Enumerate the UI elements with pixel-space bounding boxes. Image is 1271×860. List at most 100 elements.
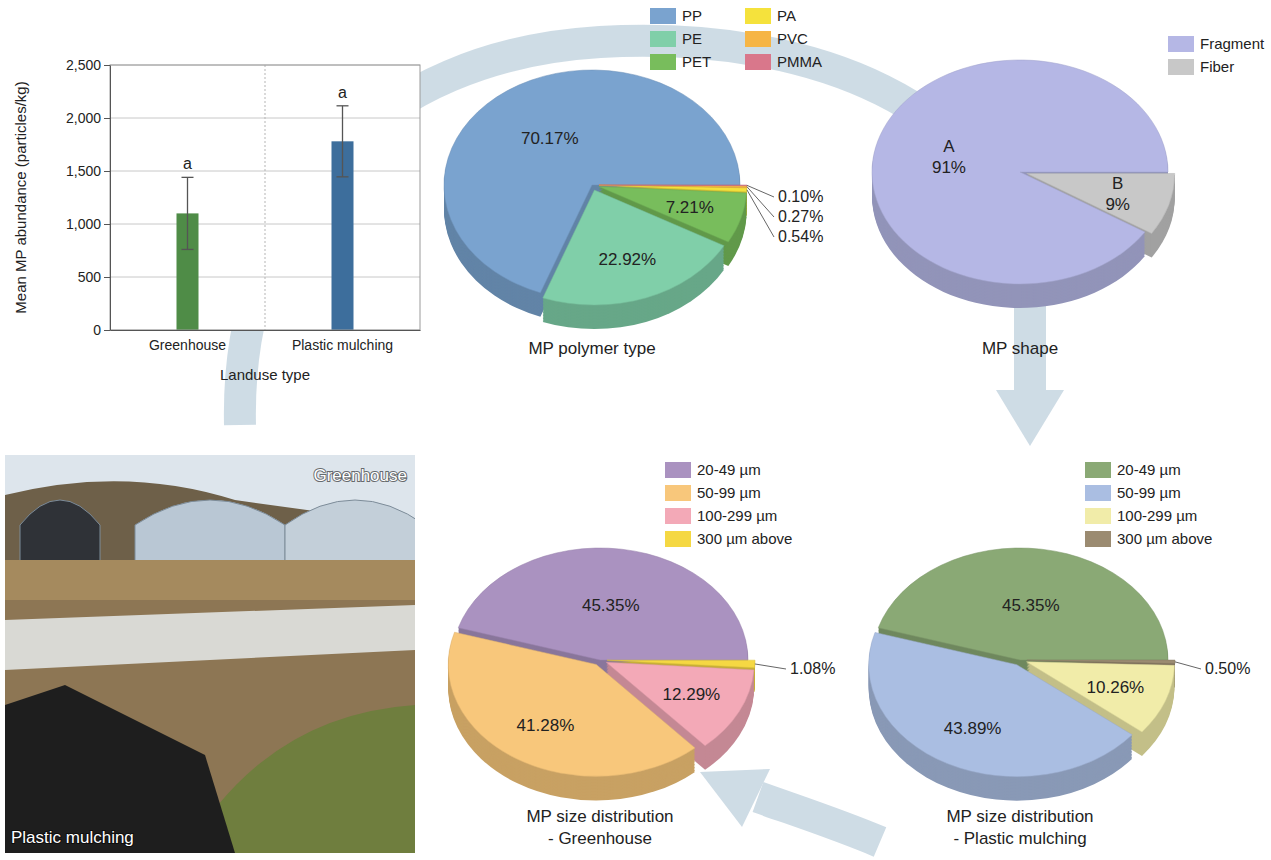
pie-title: MP polymer type (528, 339, 655, 358)
leader-line (755, 664, 786, 669)
data-label: 0.10% (778, 188, 823, 205)
y-tick-label: 2,000 (66, 110, 101, 126)
legend-label: 50-99 µm (697, 484, 761, 501)
y-tick-label: 0 (93, 322, 101, 338)
legend-label: PMMA (777, 53, 822, 70)
legend-swatch (745, 54, 771, 70)
grid (110, 65, 420, 330)
error-bar (342, 106, 343, 177)
slice (599, 185, 747, 188)
data-label: 1.08% (790, 660, 835, 677)
slice (606, 662, 754, 745)
legend-label: PP (682, 7, 702, 24)
figure: GreenhousePlastic mulching05001,0001,500… (0, 0, 1271, 860)
flow-arrow-body (758, 797, 880, 842)
slice (543, 190, 724, 305)
error-bar (187, 177, 188, 249)
legend-swatch (650, 54, 676, 70)
pie-title: MP shape (982, 339, 1058, 358)
pie-chart: A91%B9%FragmentFiberMP shape (872, 35, 1265, 358)
data-label: 0.50% (1205, 660, 1250, 677)
photo-field (5, 565, 415, 853)
y-tick-mark (104, 65, 110, 66)
flow-arrow-head (700, 769, 770, 827)
data-label: 22.92% (599, 250, 657, 269)
error-cap (337, 105, 349, 106)
y-tick-label: 1,000 (66, 216, 101, 232)
leader-line (747, 185, 774, 197)
pie-title: MP size distribution - Plastic mulching (946, 807, 1093, 848)
bars (177, 106, 354, 330)
legend-swatch (1085, 508, 1111, 524)
pie-title-line: MP shape (982, 339, 1058, 358)
legend-swatch (1085, 531, 1111, 547)
data-label: 9% (1105, 195, 1130, 214)
legend-swatch (1085, 462, 1111, 478)
legend-label: PVC (777, 30, 808, 47)
data-label: 0.54% (778, 228, 823, 245)
y-tick-mark (104, 171, 110, 172)
legend-label: 20-49 µm (697, 461, 761, 478)
photo-black-mulch (5, 685, 235, 853)
legend-label: PA (777, 7, 796, 24)
slice (599, 185, 747, 187)
significance-letter: a (183, 155, 192, 172)
legend-label: Fiber (1200, 58, 1234, 75)
y-tick: 2,500 (66, 57, 110, 73)
legend-swatch (745, 8, 771, 24)
y-tick-mark (104, 224, 110, 225)
pie-top (869, 548, 1175, 777)
y-tick: 1,500 (66, 163, 110, 179)
legend-swatch (745, 31, 771, 47)
pie-title-line: MP size distribution (946, 807, 1093, 826)
y-tick-label: 2,500 (66, 57, 101, 73)
legend-swatch (665, 531, 691, 547)
legend-label: 50-99 µm (1117, 484, 1181, 501)
legend-swatch (1168, 36, 1194, 52)
y-tick-mark (104, 277, 110, 278)
legend: 20-49 µm50-99 µm100-299 µm300 µm above (665, 461, 792, 547)
slice-letter: B (1112, 174, 1123, 193)
slice (607, 660, 755, 668)
pie-chart: 45.35%41.28%12.29%1.08%20-49 µm50-99 µm1… (448, 461, 835, 848)
y-axis-line (110, 66, 111, 331)
pie-chart: 45.35%43.89%10.26%0.50%20-49 µm50-99 µm1… (869, 461, 1251, 848)
legend: 20-49 µm50-99 µm100-299 µm300 µm above (1085, 461, 1212, 547)
plot-frame (110, 65, 420, 330)
x-axis-line (111, 330, 421, 331)
legend-label: PET (682, 53, 711, 70)
x-tick: Greenhouse (149, 330, 226, 353)
data-label: 0.27% (778, 208, 823, 225)
x-tick: Plastic mulching (292, 330, 393, 353)
pie-top (872, 60, 1175, 284)
pie-title: MP size distribution- Greenhouse (526, 807, 673, 848)
grid-line (110, 224, 420, 225)
bar-chart: 05001,0001,5002,0002,500GreenhousePlasti… (12, 57, 421, 383)
slice-letter: A (943, 137, 955, 156)
significance-letter: a (338, 84, 347, 101)
slice (1027, 173, 1175, 233)
legend-swatch (650, 31, 676, 47)
x-axis-title: Landuse type (220, 366, 310, 383)
y-tick: 1,000 (66, 216, 110, 232)
photo-plastic-strip (5, 605, 415, 670)
legend-label: 300 µm above (1117, 530, 1212, 547)
y-axis-title: Mean MP abundance (particles/kg) (12, 81, 29, 313)
photo-label: Plastic mulching (11, 828, 134, 847)
slice (599, 187, 747, 243)
pie-top (444, 70, 747, 305)
y-tick-mark (104, 118, 110, 119)
legend: PPPEPETPAPVCPMMA (650, 7, 822, 70)
x-tick-label: Greenhouse (149, 337, 226, 353)
pie-title-line: - Plastic mulching (953, 829, 1086, 848)
slice (872, 60, 1168, 284)
x-tick-label: Plastic mulching (292, 337, 393, 353)
legend-label: 100-299 µm (1117, 507, 1197, 524)
pie-title-line: MP size distribution (526, 807, 673, 826)
flow-arrow-head (996, 390, 1064, 446)
data-label: 7.21% (666, 198, 714, 217)
leader-line (1175, 662, 1201, 669)
data-label: 45.35% (582, 596, 640, 615)
y-tick-label: 1,500 (66, 163, 101, 179)
legend-swatch (1168, 59, 1194, 75)
